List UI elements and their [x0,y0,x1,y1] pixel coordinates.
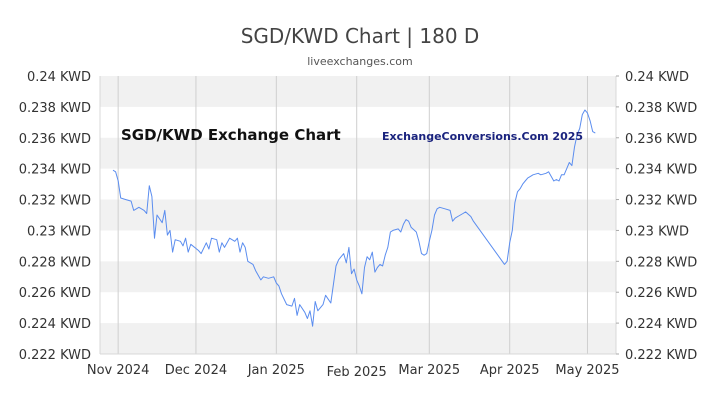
y-tick-label-right: 0.226 KWD [625,286,697,301]
y-tick-label-left: 0.228 KWD [19,255,91,270]
y-tick-label-right: 0.234 KWD [625,163,697,178]
series-line [112,109,596,327]
annotation-chart-name: SGD/KWD Exchange Chart [121,126,341,144]
grid-band [100,76,616,107]
y-tick-label-right: 0.222 KWD [625,348,697,363]
y-tick-labels-right: 0.222 KWD 0.224 KWD 0.226 KWD 0.228 KWD 0.23… [616,70,697,363]
y-tick-label-left: 0.232 KWD [19,194,91,209]
y-tick-label-right: 0.24 KWD [625,70,689,85]
y-tick-label-right: 0.228 KWD [625,255,697,270]
axes [99,76,617,355]
grid-band [100,261,616,293]
chart-title: SGD/KWD Chart | 180 D [240,24,480,48]
x-tick-label: Mar 2025 [398,363,460,378]
y-tick-label-left: 0.24 KWD [27,70,91,85]
y-tick-label-left: 0.222 KWD [19,348,91,363]
y-tick-label-right: 0.232 KWD [625,194,697,209]
y-tick-label-right: 0.238 KWD [625,101,697,116]
y-tick-label-left: 0.236 KWD [19,132,91,147]
grid-band [100,137,616,169]
y-tick-label-left: 0.23 KWD [27,224,91,239]
x-tick-label: May 2025 [555,363,619,378]
y-tick-label-left: 0.224 KWD [19,317,91,332]
x-tick-labels: Nov 2024 Dec 2024 Jan 2025 Feb 2025 Mar 2025… [87,363,620,380]
x-tick-label: Jan 2025 [247,363,305,378]
series-group [112,109,596,327]
y-tick-label-left: 0.234 KWD [19,163,91,178]
y-tick-label-right: 0.224 KWD [625,317,697,332]
x-tick-label: Dec 2024 [165,363,227,378]
y-tick-label-left: 0.238 KWD [19,101,91,116]
x-tick-label: Apr 2025 [480,363,540,378]
grid-band [100,323,616,354]
y-tick-label-right: 0.236 KWD [625,132,697,147]
annotation-watermark: ExchangeConversions.Com 2025 [382,130,583,143]
y-tick-labels-left: 0.222 KWD 0.224 KWD 0.226 KWD 0.228 KWD 0.23… [19,70,91,363]
y-tick-label-right: 0.23 KWD [625,224,689,239]
x-tick-label: Feb 2025 [327,365,387,380]
grid-band [100,199,616,231]
grid-bands [100,76,616,354]
x-tick-label: Nov 2024 [87,363,150,378]
y-tick-label-left: 0.226 KWD [19,286,91,301]
chart-subtitle: liveexchanges.com [307,55,413,68]
month-grid-lines [117,76,588,354]
